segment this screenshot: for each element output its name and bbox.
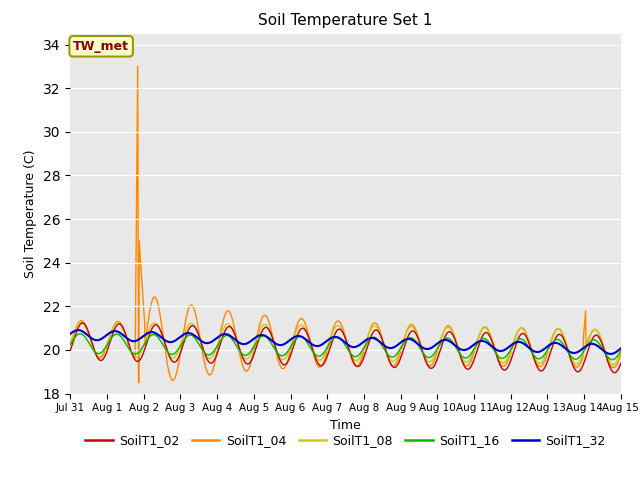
SoilT1_16 — [431, 349, 439, 355]
SoilT1_08 — [176, 344, 184, 350]
SoilT1_02 — [617, 360, 625, 366]
Line: SoilT1_04: SoilT1_04 — [70, 66, 621, 383]
SoilT1_08 — [67, 340, 74, 346]
SoilT1_16 — [609, 357, 616, 362]
SoilT1_32 — [617, 346, 625, 351]
SoilT1_08 — [251, 341, 259, 347]
SoilT1_08 — [617, 348, 625, 354]
SoilT1_32 — [251, 335, 259, 341]
SoilT1_02 — [611, 370, 618, 376]
Legend: SoilT1_02, SoilT1_04, SoilT1_08, SoilT1_16, SoilT1_32: SoilT1_02, SoilT1_04, SoilT1_08, SoilT1_… — [81, 429, 611, 452]
Text: TW_met: TW_met — [73, 40, 129, 53]
SoilT1_16 — [76, 331, 84, 336]
SoilT1_02 — [79, 320, 86, 326]
SoilT1_04 — [67, 342, 74, 348]
SoilT1_02 — [431, 361, 439, 367]
SoilT1_08 — [189, 322, 197, 327]
SoilT1_16 — [504, 352, 511, 358]
SoilT1_04 — [432, 354, 440, 360]
Line: SoilT1_08: SoilT1_08 — [70, 322, 621, 365]
X-axis label: Time: Time — [330, 419, 361, 432]
SoilT1_16 — [251, 342, 259, 348]
SoilT1_32 — [189, 332, 197, 337]
SoilT1_16 — [189, 334, 197, 339]
SoilT1_08 — [431, 351, 439, 357]
SoilT1_08 — [609, 362, 617, 368]
Line: SoilT1_16: SoilT1_16 — [70, 334, 621, 360]
SoilT1_32 — [552, 340, 559, 346]
SoilT1_16 — [617, 348, 625, 354]
SoilT1_02 — [67, 347, 74, 353]
SoilT1_04 — [552, 327, 560, 333]
Line: SoilT1_02: SoilT1_02 — [70, 323, 621, 373]
SoilT1_02 — [552, 335, 559, 341]
SoilT1_02 — [504, 365, 511, 371]
SoilT1_04 — [252, 342, 259, 348]
SoilT1_32 — [74, 327, 82, 333]
SoilT1_16 — [552, 337, 559, 343]
SoilT1_02 — [251, 349, 259, 355]
SoilT1_32 — [67, 331, 74, 336]
SoilT1_08 — [77, 319, 85, 324]
SoilT1_32 — [431, 342, 439, 348]
SoilT1_04 — [134, 380, 142, 385]
Title: Soil Temperature Set 1: Soil Temperature Set 1 — [259, 13, 433, 28]
SoilT1_32 — [176, 335, 184, 340]
SoilT1_16 — [67, 341, 74, 347]
SoilT1_02 — [176, 352, 184, 358]
SoilT1_04 — [189, 305, 197, 311]
SoilT1_04 — [134, 63, 141, 69]
Line: SoilT1_32: SoilT1_32 — [70, 330, 621, 354]
SoilT1_04 — [617, 351, 625, 357]
SoilT1_04 — [504, 359, 511, 364]
SoilT1_32 — [607, 351, 614, 357]
Y-axis label: Soil Temperature (C): Soil Temperature (C) — [24, 149, 37, 278]
SoilT1_02 — [189, 323, 197, 329]
SoilT1_32 — [504, 346, 511, 351]
SoilT1_08 — [552, 327, 559, 333]
SoilT1_08 — [504, 356, 511, 361]
SoilT1_04 — [177, 351, 184, 357]
SoilT1_16 — [176, 344, 184, 350]
